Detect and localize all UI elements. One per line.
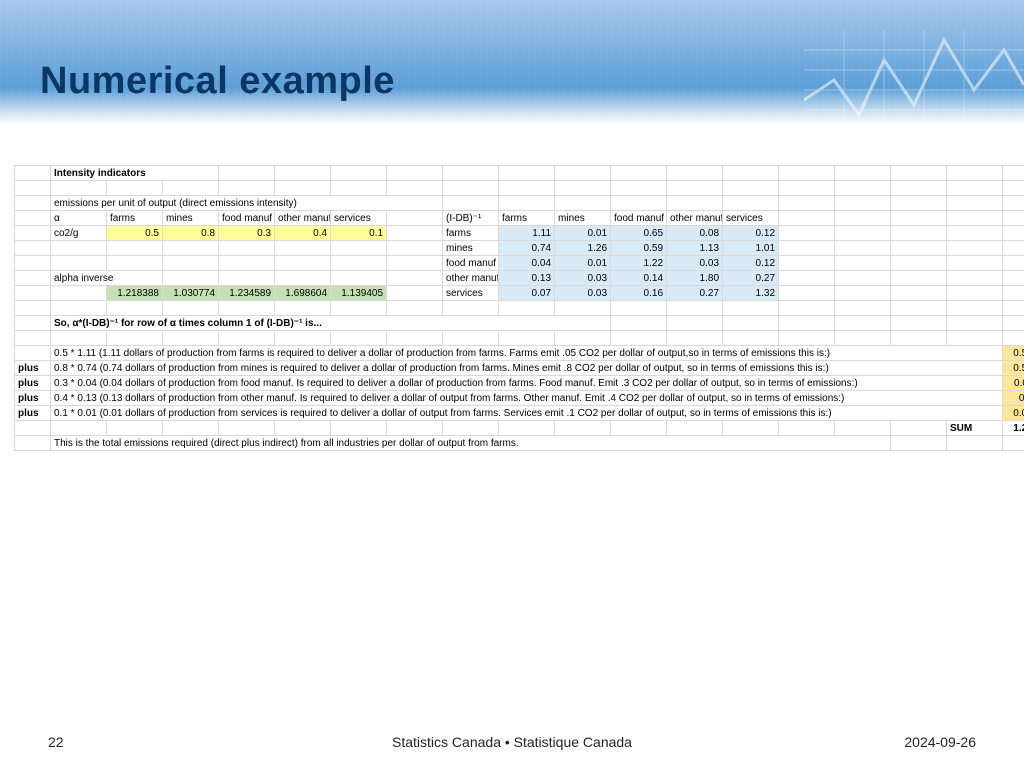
explain-val-4: 0.006678 xyxy=(1003,406,1024,421)
leontief-3-0: 0.13 xyxy=(499,271,555,286)
leontief-row-3: other manuf xyxy=(443,271,499,286)
footer: 22 Statistics Canada • Statistique Canad… xyxy=(0,734,1024,750)
leontief-2-4: 0.12 xyxy=(723,256,779,271)
leontief-0-3: 0.08 xyxy=(667,226,723,241)
sum-label: SUM xyxy=(947,421,1003,436)
explain-4: 0.1 * 0.01 (0.01 dollars of production f… xyxy=(51,406,1003,421)
alpha-val-3: 0.4 xyxy=(275,226,331,241)
leontief-4-2: 0.16 xyxy=(611,286,667,301)
explain-val-0: 0.554299 xyxy=(1003,346,1024,361)
explain-0: 0.5 * 1.11 (1.11 dollars of production f… xyxy=(51,346,1003,361)
leontief-1-0: 0.74 xyxy=(499,241,555,256)
leontief-3-1: 0.03 xyxy=(555,271,611,286)
sum-value: 1.218388 xyxy=(1003,421,1024,436)
leontief-col-2: food manuf xyxy=(611,211,667,226)
leontief-2-2: 1.22 xyxy=(611,256,667,271)
alpha-val-0: 0.5 xyxy=(107,226,163,241)
leontief-4-4: 1.32 xyxy=(723,286,779,301)
leontief-label: (I-DB)⁻¹ xyxy=(443,211,499,226)
alpha-inv-3: 1.698604 xyxy=(275,286,331,301)
heading-intensity: Intensity indicators xyxy=(51,166,219,181)
leontief-2-1: 0.01 xyxy=(555,256,611,271)
explain-val-1: 0.594947 xyxy=(1003,361,1024,376)
leontief-2-0: 0.04 xyxy=(499,256,555,271)
plus-4: plus xyxy=(15,406,51,421)
leontief-1-1: 1.26 xyxy=(555,241,611,256)
leontief-col-0: farms xyxy=(499,211,555,226)
alpha-inverse-label: alpha inverse xyxy=(51,271,163,286)
alpha-col-0: farms xyxy=(107,211,163,226)
leontief-row-0: farms xyxy=(443,226,499,241)
leontief-row-4: services xyxy=(443,286,499,301)
formula-heading: So, α*(I-DB)⁻¹ for row of α times column… xyxy=(51,316,611,331)
alpha-inv-1: 1.030774 xyxy=(163,286,219,301)
alpha-inv-0: 1.218388 xyxy=(107,286,163,301)
co2g-label: co2/g xyxy=(51,226,107,241)
alpha-label: α xyxy=(51,211,107,226)
explain-1: 0.8 * 0.74 (0.74 dollars of production f… xyxy=(51,361,1003,376)
spreadsheet-table: Intensity indicators emissions per unit o… xyxy=(14,165,1024,451)
alpha-val-1: 0.8 xyxy=(163,226,219,241)
leontief-0-1: 0.01 xyxy=(555,226,611,241)
leontief-1-2: 0.59 xyxy=(611,241,667,256)
plus-2: plus xyxy=(15,376,51,391)
explain-3: 0.4 * 0.13 (0.13 dollars of production f… xyxy=(51,391,1003,406)
alpha-inv-2: 1.234589 xyxy=(219,286,275,301)
leontief-row-1: mines xyxy=(443,241,499,256)
footer-date: 2024-09-26 xyxy=(904,734,976,750)
leontief-0-4: 0.12 xyxy=(723,226,779,241)
leontief-4-1: 0.03 xyxy=(555,286,611,301)
alpha-col-2: food manuf xyxy=(219,211,275,226)
alpha-inv-4: 1.139405 xyxy=(331,286,387,301)
leontief-row-2: food manuf xyxy=(443,256,499,271)
leontief-1-4: 1.01 xyxy=(723,241,779,256)
explain-val-2: 0.011714 xyxy=(1003,376,1024,391)
decorative-chart-icon xyxy=(804,30,1024,125)
leontief-3-4: 0.27 xyxy=(723,271,779,286)
leontief-1-3: 1.13 xyxy=(667,241,723,256)
leontief-0-2: 0.65 xyxy=(611,226,667,241)
emissions-caption: emissions per unit of output (direct emi… xyxy=(51,196,443,211)
leontief-col-4: services xyxy=(723,211,779,226)
footer-center: Statistics Canada • Statistique Canada xyxy=(0,734,1024,750)
page-title: Numerical example xyxy=(40,60,395,103)
plus-1: plus xyxy=(15,361,51,376)
page-number: 22 xyxy=(48,734,64,750)
leontief-4-0: 0.07 xyxy=(499,286,555,301)
leontief-3-3: 1.80 xyxy=(667,271,723,286)
alpha-col-3: other manuf xyxy=(275,211,331,226)
leontief-col-3: other manuf xyxy=(667,211,723,226)
totals-note: This is the total emissions required (di… xyxy=(51,436,891,451)
leontief-2-3: 0.03 xyxy=(667,256,723,271)
alpha-val-4: 0.1 xyxy=(331,226,387,241)
leontief-3-2: 0.14 xyxy=(611,271,667,286)
explain-val-3: 0.05075 xyxy=(1003,391,1024,406)
plus-3: plus xyxy=(15,391,51,406)
alpha-col-1: mines xyxy=(163,211,219,226)
alpha-val-2: 0.3 xyxy=(219,226,275,241)
leontief-col-1: mines xyxy=(555,211,611,226)
leontief-4-3: 0.27 xyxy=(667,286,723,301)
alpha-col-4: services xyxy=(331,211,387,226)
banner: Numerical example xyxy=(0,0,1024,125)
leontief-0-0: 1.11 xyxy=(499,226,555,241)
explain-2: 0.3 * 0.04 (0.04 dollars of production f… xyxy=(51,376,1003,391)
